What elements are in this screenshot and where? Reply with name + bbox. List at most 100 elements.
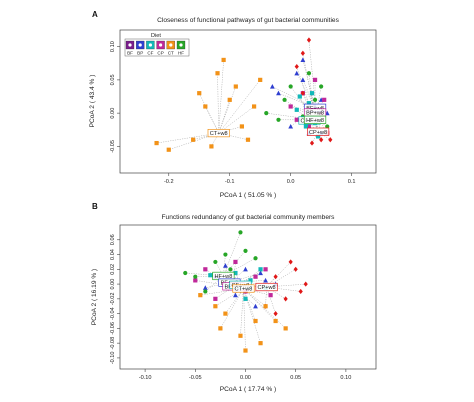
spider-line bbox=[243, 288, 256, 322]
data-point bbox=[294, 107, 299, 112]
panel-a: A Closeness of functional pathways of gu… bbox=[89, 10, 377, 199]
centroid-label: HF+w8 bbox=[214, 274, 232, 280]
spider-line bbox=[205, 282, 230, 288]
data-point bbox=[263, 267, 268, 272]
spider-line bbox=[223, 232, 241, 277]
panel-b-y-ticks: -0.10 -0.08 -0.06 -0.04 -0.02 0.00 0.02 0.04 0.0… bbox=[110, 234, 120, 364]
spider-line bbox=[233, 286, 271, 296]
legend-swatch-dot bbox=[138, 43, 142, 47]
data-point bbox=[233, 84, 238, 89]
panel-b-x-axis-label: PCoA 1 ( 17.74 % ) bbox=[220, 386, 276, 393]
data-point bbox=[276, 90, 281, 96]
spider-line bbox=[218, 86, 237, 134]
data-point bbox=[269, 84, 275, 89]
spider-line bbox=[199, 93, 219, 134]
data-point bbox=[223, 311, 228, 316]
data-point bbox=[294, 63, 299, 70]
data-point bbox=[243, 248, 248, 253]
spider-line bbox=[302, 79, 316, 108]
data-point bbox=[294, 117, 299, 122]
centroid-label: CT+w8 bbox=[235, 287, 253, 293]
data-point bbox=[253, 256, 258, 261]
panel-b: B Functions redundancy of gut bacterial … bbox=[91, 202, 377, 393]
centroid-label-box bbox=[207, 128, 230, 138]
spider-line bbox=[168, 132, 219, 150]
y-tick-label: 0.04 bbox=[110, 249, 116, 260]
spider-line bbox=[296, 73, 316, 108]
panel-b-plot-frame bbox=[119, 224, 377, 370]
panel-b-points bbox=[183, 230, 308, 353]
data-point bbox=[258, 270, 263, 276]
data-point bbox=[245, 137, 251, 142]
data-point bbox=[315, 134, 321, 139]
data-point bbox=[233, 259, 238, 265]
spider-line bbox=[243, 288, 286, 329]
data-point bbox=[276, 117, 281, 122]
x-tick-label: 0.05 bbox=[290, 375, 301, 381]
spider-line bbox=[296, 66, 319, 132]
spider-line bbox=[193, 132, 219, 140]
data-point bbox=[253, 318, 258, 324]
y-tick-label: -0.05 bbox=[110, 140, 116, 153]
data-point bbox=[303, 281, 308, 287]
legend-swatch-dot bbox=[179, 43, 183, 47]
data-point bbox=[298, 288, 303, 295]
spider-line bbox=[225, 288, 244, 314]
data-point bbox=[239, 124, 245, 129]
panel-b-x-ticks: -0.10 -0.05 0.00 0.05 0.10 bbox=[139, 369, 351, 381]
data-point bbox=[243, 348, 248, 353]
spider-line bbox=[278, 92, 316, 109]
y-tick-label: -0.02 bbox=[110, 292, 116, 305]
y-tick-label: 0.05 bbox=[110, 74, 116, 85]
data-point bbox=[294, 70, 300, 76]
data-point bbox=[319, 84, 324, 89]
data-point bbox=[253, 274, 258, 279]
spider-line bbox=[195, 280, 234, 287]
panel-b-letter: B bbox=[92, 202, 98, 211]
spider-line bbox=[217, 73, 219, 134]
spider-line bbox=[240, 288, 244, 336]
y-tick-label: -0.10 bbox=[110, 352, 116, 365]
data-point bbox=[248, 278, 253, 283]
data-point bbox=[208, 273, 213, 278]
data-point bbox=[191, 137, 196, 142]
data-point bbox=[309, 140, 315, 146]
spider-line bbox=[218, 126, 242, 134]
data-point bbox=[238, 333, 243, 338]
data-point bbox=[215, 71, 220, 76]
data-point bbox=[243, 296, 248, 301]
y-tick-label: -0.04 bbox=[110, 307, 116, 320]
legend-swatch-dot bbox=[159, 43, 163, 47]
spider-line bbox=[290, 106, 316, 113]
y-tick-label: -0.08 bbox=[110, 337, 116, 350]
data-point bbox=[243, 266, 248, 272]
centroid-label-box bbox=[306, 127, 330, 136]
data-point bbox=[300, 90, 305, 96]
data-point bbox=[258, 267, 263, 272]
data-point bbox=[166, 147, 171, 152]
data-point bbox=[288, 104, 293, 109]
centroid-label: HF+w8 bbox=[306, 118, 324, 124]
data-point bbox=[312, 77, 318, 82]
data-point bbox=[309, 91, 315, 96]
data-point bbox=[306, 101, 312, 106]
data-point bbox=[273, 318, 278, 324]
data-point bbox=[263, 277, 268, 283]
spider-line bbox=[243, 288, 261, 344]
data-point bbox=[273, 274, 278, 280]
data-point bbox=[283, 326, 288, 331]
centroid-label: CP+w8 bbox=[257, 285, 275, 291]
data-point bbox=[273, 311, 278, 317]
y-tick-label: 0.00 bbox=[110, 108, 116, 119]
data-point bbox=[288, 259, 293, 265]
spider-line bbox=[223, 250, 246, 277]
data-point bbox=[303, 124, 309, 129]
data-point bbox=[223, 252, 228, 257]
data-point bbox=[198, 293, 203, 298]
data-point bbox=[300, 77, 306, 82]
x-tick-label: 0.00 bbox=[240, 375, 251, 381]
data-point bbox=[213, 304, 218, 309]
spider-line bbox=[266, 283, 306, 288]
